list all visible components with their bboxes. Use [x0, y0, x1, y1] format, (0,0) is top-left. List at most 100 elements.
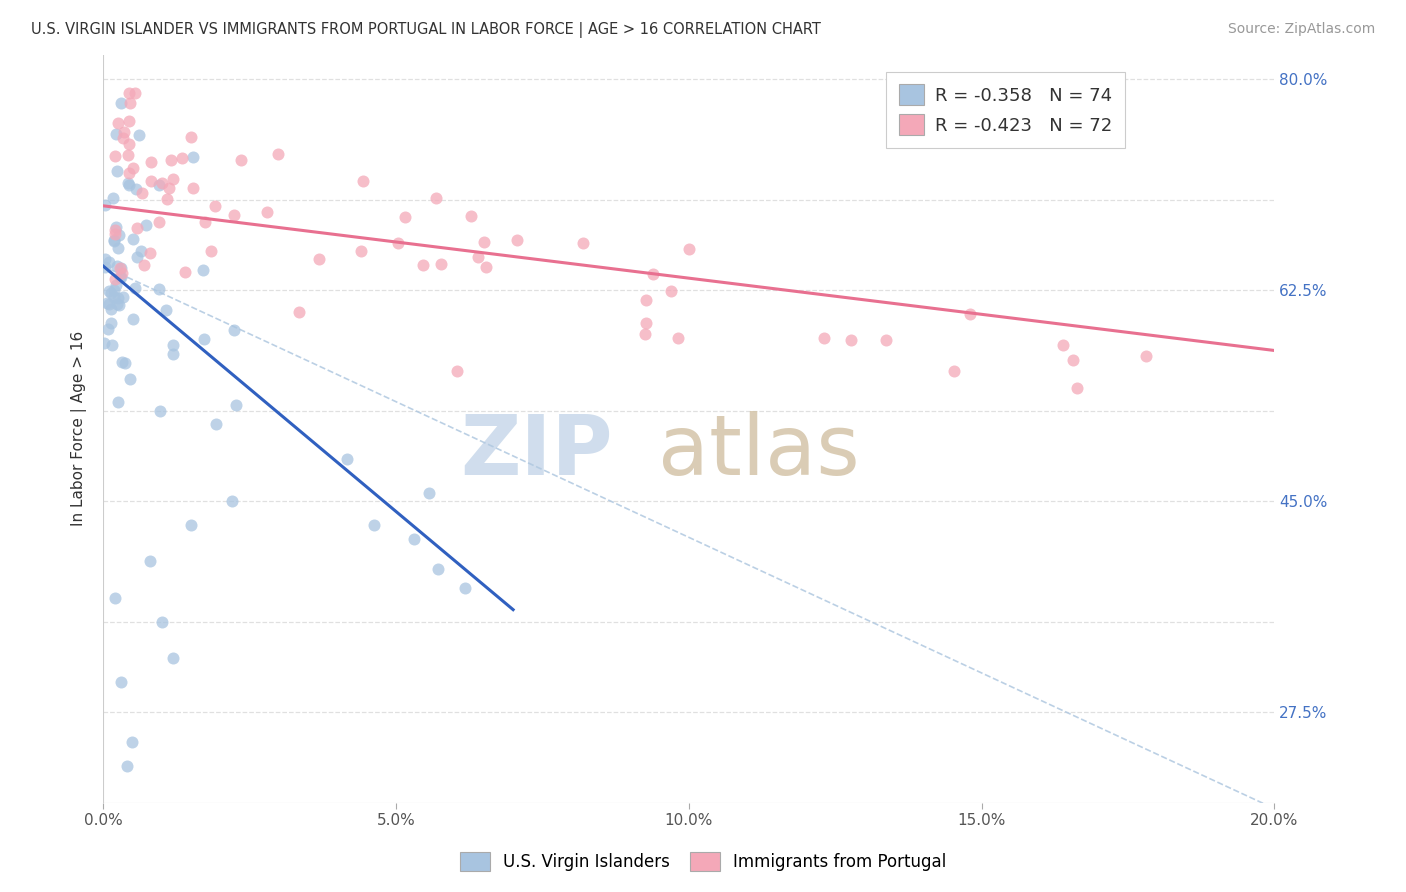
Point: [103, 191, 125, 205]
Point: [107, 241, 129, 255]
Point: [162, 338, 184, 352]
Point: [100, 301, 122, 316]
Point: [172, 151, 194, 165]
Point: [394, 210, 416, 224]
Point: [100, 285, 122, 300]
Point: [813, 331, 835, 345]
Point: [139, 174, 162, 188]
Point: [666, 331, 689, 345]
Point: [100, 316, 122, 330]
Point: [162, 347, 184, 361]
Point: [148, 403, 170, 417]
Point: [108, 270, 131, 285]
Point: [387, 236, 409, 251]
Point: [110, 675, 132, 690]
Point: [942, 364, 965, 378]
Point: [110, 96, 132, 111]
Point: [659, 285, 682, 299]
Point: [180, 129, 202, 144]
Point: [118, 96, 141, 111]
Point: [222, 323, 245, 337]
Point: [225, 398, 247, 412]
Point: [221, 494, 243, 508]
Point: [132, 258, 155, 272]
Point: [94, 198, 117, 212]
Point: [155, 302, 177, 317]
Point: [350, 244, 373, 259]
Point: [111, 355, 134, 369]
Point: [97, 284, 120, 298]
Point: [150, 176, 173, 190]
Point: [103, 233, 125, 247]
Point: [193, 332, 215, 346]
Point: [118, 136, 141, 151]
Point: [157, 181, 180, 195]
Point: [103, 234, 125, 248]
Point: [125, 182, 148, 196]
Point: [105, 260, 128, 274]
Point: [110, 270, 132, 285]
Point: [426, 562, 449, 576]
Point: [678, 242, 700, 256]
Point: [205, 417, 228, 432]
Legend: U.S. Virgin Islanders, Immigrants from Portugal: U.S. Virgin Islanders, Immigrants from P…: [451, 843, 955, 880]
Point: [1062, 353, 1084, 368]
Point: [959, 307, 981, 321]
Point: [128, 128, 150, 143]
Point: [402, 532, 425, 546]
Point: [363, 517, 385, 532]
Point: [121, 161, 143, 175]
Point: [101, 338, 124, 352]
Point: [418, 485, 440, 500]
Point: [108, 260, 131, 275]
Point: [105, 128, 128, 142]
Point: [412, 258, 434, 272]
Point: [472, 235, 495, 249]
Point: [148, 178, 170, 192]
Point: [571, 236, 593, 251]
Point: [118, 87, 141, 101]
Point: [98, 297, 121, 311]
Point: [446, 364, 468, 378]
Point: [148, 215, 170, 229]
Point: [125, 221, 148, 235]
Point: [173, 264, 195, 278]
Point: [139, 154, 162, 169]
Point: [135, 218, 157, 232]
Point: [454, 581, 477, 595]
Point: [117, 114, 139, 128]
Point: [460, 209, 482, 223]
Point: [875, 333, 897, 347]
Point: [841, 334, 863, 348]
Point: [162, 171, 184, 186]
Point: [222, 208, 245, 222]
Point: [1052, 338, 1074, 352]
Point: [256, 204, 278, 219]
Point: [104, 227, 127, 241]
Point: [112, 131, 135, 145]
Point: [636, 293, 658, 307]
Point: [107, 291, 129, 305]
Point: [118, 178, 141, 192]
Point: [96, 296, 118, 310]
Point: [336, 451, 359, 466]
Point: [94, 260, 117, 275]
Point: [181, 180, 204, 194]
Point: [93, 336, 115, 351]
Point: [124, 87, 146, 101]
Point: [1135, 349, 1157, 363]
Point: [352, 173, 374, 187]
Point: [108, 228, 131, 243]
Y-axis label: In Labor Force | Age > 16: In Labor Force | Age > 16: [72, 331, 87, 526]
Text: Source: ZipAtlas.com: Source: ZipAtlas.com: [1227, 22, 1375, 37]
Text: U.S. VIRGIN ISLANDER VS IMMIGRANTS FROM PORTUGAL IN LABOR FORCE | AGE > 16 CORRE: U.S. VIRGIN ISLANDER VS IMMIGRANTS FROM …: [31, 22, 821, 38]
Point: [204, 199, 226, 213]
Point: [194, 214, 217, 228]
Point: [474, 260, 496, 275]
Point: [467, 250, 489, 264]
Point: [105, 297, 128, 311]
Point: [112, 290, 135, 304]
Point: [110, 261, 132, 276]
Point: [117, 176, 139, 190]
Point: [181, 150, 204, 164]
